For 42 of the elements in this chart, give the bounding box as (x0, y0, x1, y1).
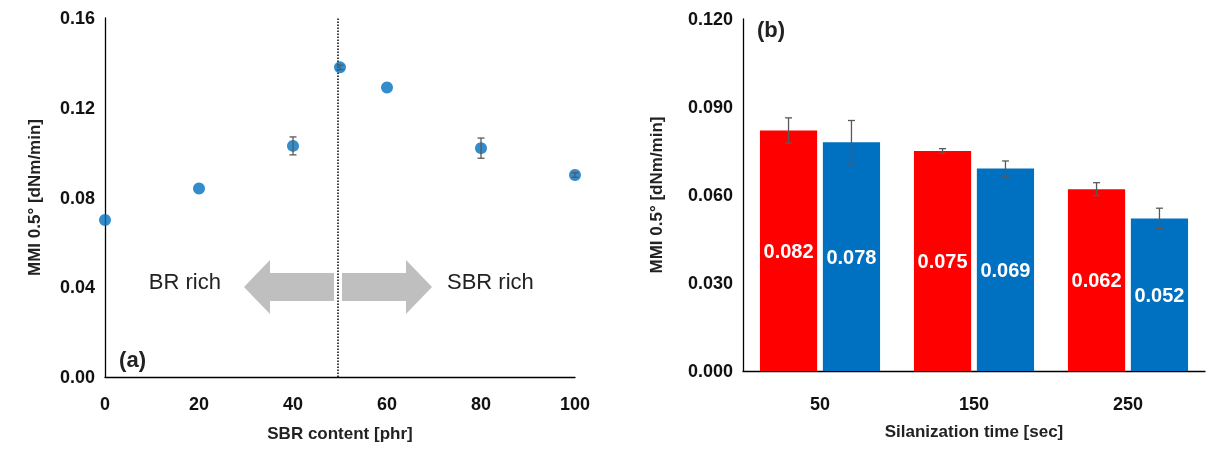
x-tick-label: 0 (99, 394, 111, 414)
x-tick-label: 40 (282, 394, 304, 414)
y-tick-label: 0.060 (687, 185, 733, 205)
bar (759, 130, 818, 371)
y-tick-label: 0.120 (687, 9, 733, 29)
x-tick-label: 150 (958, 394, 990, 414)
x-tick-label: 60 (376, 394, 398, 414)
y-tick-label: 0.12 (59, 97, 95, 118)
x-tick-label: 80 (470, 394, 492, 414)
y-tick-label: 0.090 (687, 97, 733, 117)
y-tick-label: 0.030 (687, 273, 733, 293)
bar (1067, 189, 1126, 371)
data-label: 0.075 (917, 250, 968, 272)
point (99, 213, 111, 226)
annotation: BR rich (148, 269, 221, 295)
bar (1130, 218, 1189, 371)
x-tick-label: 250 (1112, 394, 1144, 414)
data-label: 0.052 (1134, 283, 1185, 306)
annotation: (a) (119, 346, 146, 372)
y-axis-title: MMI 0.5° [dNm/min] (25, 119, 44, 276)
annotation: (b) (757, 16, 786, 42)
x-axis-title: Silanization time [sec] (884, 422, 1064, 441)
y-axis-title: MMI 0.5° [dNm/min] (647, 116, 666, 274)
bar (913, 151, 972, 371)
y-tick-label: 0.08 (59, 187, 95, 208)
data-label: 0.078 (826, 245, 877, 268)
y-tick-label: 0.000 (687, 361, 733, 381)
data-label: 0.062 (1071, 269, 1122, 292)
y-tick-label: 0.00 (59, 367, 95, 387)
point (381, 81, 393, 94)
y-tick-label: 0.04 (59, 277, 95, 298)
annotation: SBR rich (447, 269, 534, 295)
bar (822, 142, 881, 371)
bar (976, 168, 1035, 371)
data-label: 0.082 (763, 239, 814, 262)
x-tick-label: 100 (559, 394, 591, 414)
point (193, 182, 205, 195)
data-label: 0.069 (980, 258, 1031, 281)
x-tick-label: 20 (188, 394, 210, 414)
x-axis-title: SBR content [phr] (267, 424, 413, 443)
x-tick-label: 50 (809, 394, 831, 414)
y-tick-label: 0.16 (59, 8, 95, 28)
